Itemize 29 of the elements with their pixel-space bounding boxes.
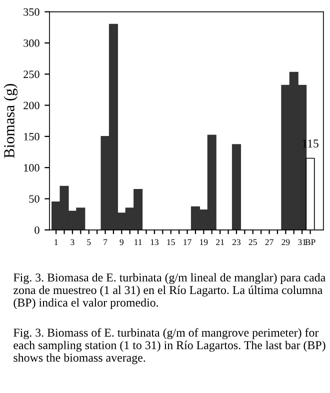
y-tick-label: 300: [24, 39, 40, 47]
x-tick-label: 31: [298, 239, 306, 246]
y-tick-label: 350: [24, 8, 40, 16]
x-tick-label: 13: [150, 239, 158, 246]
x-tick-label: 17: [184, 239, 192, 246]
x-tick-label: 9: [120, 239, 124, 246]
y-tick-label: 0: [34, 226, 40, 234]
x-tick-label: 7: [104, 239, 108, 246]
y-tick-label: 200: [24, 102, 40, 110]
x-tick-label: 29: [282, 239, 290, 246]
x-tick-label: 15: [167, 239, 175, 246]
x-tick-label: 1: [54, 239, 58, 246]
y-tick-label: 250: [24, 70, 40, 78]
caption: Fig. 3. Biomass of E. turbinata (g/m of mangrove perimeter) for each sampling station (1 to 31) in Río Lagartos. The last bar (BP) shows the biomass average.: [14, 328, 326, 364]
x-tick-label: 23: [232, 239, 241, 246]
x-tick-label: 3: [70, 239, 74, 246]
y-tick-label: 100: [24, 164, 40, 172]
x-tick-label: 27: [265, 239, 274, 246]
x-tick-label: BP: [305, 239, 316, 246]
x-tick-label: 25: [248, 239, 257, 246]
x-tick-label: 11: [134, 239, 142, 246]
x-tick-label: 19: [200, 239, 208, 246]
y-tick-label: 50: [29, 195, 40, 203]
x-tick-label: 21: [216, 239, 224, 246]
y-axis-title: Biomasa (g): [4, 84, 18, 158]
caption: Fig. 3. Biomasa de E. turbinata (g/m lineal de manglar) para cada zona de muestreo (1 al 31) en el Río Lagarto. La última columna (BP) indica el valor promedio.: [14, 273, 326, 310]
y-tick-label: 150: [24, 132, 40, 140]
x-tick-label: 5: [87, 239, 91, 246]
bar: [232, 144, 241, 230]
